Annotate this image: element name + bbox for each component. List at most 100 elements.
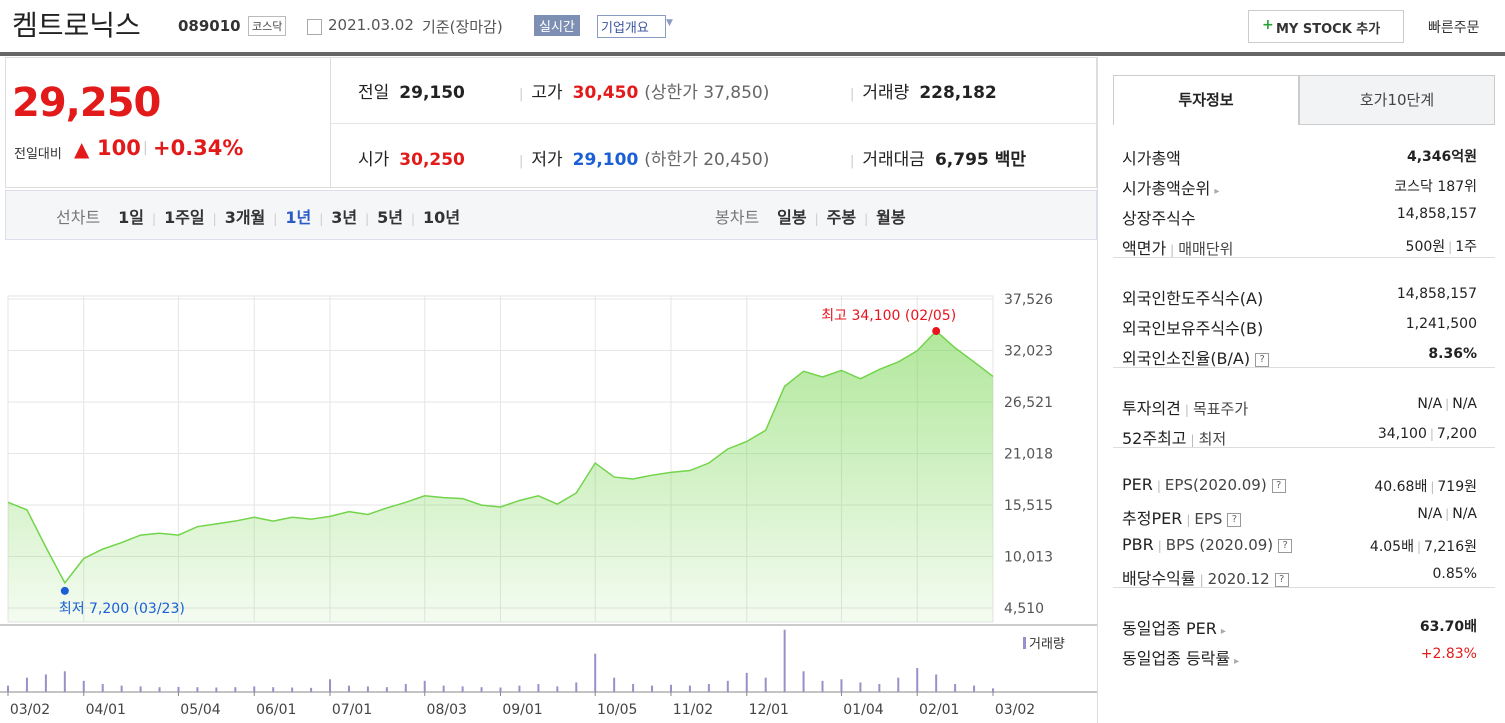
link-arrow: ▸ bbox=[1220, 626, 1226, 637]
group-divider bbox=[1113, 587, 1495, 588]
volume-bar bbox=[688, 685, 691, 692]
header-rule bbox=[0, 52, 1505, 56]
mystock-button[interactable] bbox=[1248, 10, 1404, 43]
volume-bar bbox=[177, 686, 180, 692]
info-label: 액면가 | 매매단위 bbox=[1122, 235, 1233, 259]
group-divider bbox=[1113, 257, 1495, 258]
help-icon[interactable]: ? bbox=[1274, 573, 1289, 587]
group-divider bbox=[1113, 367, 1495, 368]
value-part: 14,858,157 bbox=[1396, 286, 1477, 302]
nav-separator: | bbox=[365, 212, 370, 226]
volume-bar bbox=[783, 629, 786, 692]
low-marker bbox=[60, 586, 69, 595]
nav-tab[interactable]: 10년 bbox=[423, 208, 461, 227]
change: 100 bbox=[97, 136, 141, 160]
volume-bar bbox=[101, 684, 104, 692]
nav-tab[interactable]: 1년 bbox=[285, 208, 312, 227]
chart-nav bbox=[5, 190, 1097, 240]
label-separator: | bbox=[1170, 243, 1175, 257]
quote-item: | 거래대금 6,795 백만 bbox=[850, 145, 1027, 170]
volume-bar bbox=[442, 685, 445, 692]
nav-separator: | bbox=[319, 212, 324, 226]
volume-bar bbox=[7, 685, 9, 692]
realtime-badge[interactable]: 실시간 bbox=[534, 15, 580, 36]
help-icon[interactable]: ? bbox=[1271, 479, 1286, 493]
info-label: 동일업종 등락률 ▸ bbox=[1122, 645, 1239, 669]
label-separator: | bbox=[1157, 539, 1162, 553]
info-label: 시가총액 bbox=[1122, 145, 1181, 169]
info-label: 52주최고 | 최저 bbox=[1122, 425, 1226, 449]
calendar-icon bbox=[307, 19, 322, 35]
mystock-label: MY STOCK 추가 bbox=[1276, 22, 1381, 37]
quote-item: 시가 30,250 bbox=[358, 145, 465, 170]
nav-separator: | bbox=[152, 212, 157, 226]
volume-bar bbox=[916, 668, 919, 692]
info-value: 0.85% bbox=[1433, 566, 1477, 582]
help-icon[interactable]: ? bbox=[1255, 353, 1270, 367]
change-label: 전일대비 bbox=[14, 147, 62, 162]
quick-order[interactable]: 빠른주문 bbox=[1428, 20, 1480, 36]
nav-tab[interactable]: 일봉 bbox=[777, 208, 807, 227]
value-part: 63.70배 bbox=[1419, 619, 1477, 635]
item-extra: (상한가 37,850) bbox=[644, 83, 770, 103]
x-tick-label: 02/01 bbox=[919, 702, 959, 718]
volume-bar bbox=[840, 679, 843, 692]
nav-tab[interactable]: 3년 bbox=[331, 208, 358, 227]
help-icon[interactable]: ? bbox=[1278, 539, 1293, 553]
label-part: 최저 bbox=[1198, 430, 1227, 448]
info-label: 외국인한도주식수(A) bbox=[1122, 285, 1263, 309]
value-part: 34,100 bbox=[1377, 426, 1427, 442]
info-value: 14,858,157 bbox=[1397, 206, 1477, 222]
x-tick-label: 10/05 bbox=[597, 702, 637, 718]
volume-bar bbox=[120, 685, 123, 692]
help-icon[interactable]: ? bbox=[1227, 513, 1242, 527]
nav-tab[interactable]: 1일 bbox=[118, 208, 145, 227]
nav-tab[interactable]: 1주일 bbox=[164, 208, 205, 227]
value-part: 14,858,157 bbox=[1396, 206, 1477, 222]
volume-bar bbox=[329, 679, 332, 692]
nav-separator: | bbox=[411, 212, 416, 226]
value-separator: | bbox=[1429, 427, 1434, 441]
link-arrow: ▸ bbox=[1214, 186, 1220, 197]
value-part: 7,200 bbox=[1436, 426, 1477, 442]
info-value: 34,100 | 7,200 bbox=[1378, 426, 1477, 442]
volume-bar bbox=[954, 684, 957, 692]
x-tick-label: 08/03 bbox=[427, 702, 467, 718]
volume-bar bbox=[613, 677, 616, 692]
nav-separator: | bbox=[864, 212, 869, 226]
y-tick-label: 10,013 bbox=[1004, 549, 1053, 565]
label-part: 동일업종 등락률 bbox=[1122, 649, 1231, 668]
volume-bar bbox=[878, 684, 881, 692]
volume-bar bbox=[594, 653, 597, 692]
nav-tab[interactable]: 주봉 bbox=[826, 208, 857, 227]
quote-item: 전일 29,150 bbox=[358, 78, 465, 103]
nav-separator: | bbox=[212, 212, 217, 226]
item-separator: | bbox=[850, 87, 855, 102]
volume-bar bbox=[764, 677, 767, 692]
volume-bar bbox=[215, 687, 218, 692]
volume-bar bbox=[82, 680, 85, 692]
y-tick-label: 4,510 bbox=[1004, 601, 1044, 617]
volume-bar bbox=[385, 687, 388, 692]
volume-bar bbox=[935, 674, 938, 692]
item-extra: 백만 bbox=[994, 150, 1027, 170]
volume-bar bbox=[992, 688, 994, 692]
quote-divider bbox=[330, 57, 331, 188]
label-part: 시가총액순위 bbox=[1122, 179, 1211, 198]
company-button[interactable]: 기업개요 bbox=[597, 15, 666, 38]
stock-code: 089010 bbox=[178, 17, 241, 35]
nav-tab[interactable]: 5년 bbox=[377, 208, 403, 227]
label-separator: | bbox=[1156, 479, 1161, 493]
volume-bar bbox=[537, 684, 540, 692]
volume-bar bbox=[802, 671, 805, 692]
nav-tab[interactable]: 3개월 bbox=[224, 208, 266, 227]
nav-tab[interactable]: 월봉 bbox=[876, 208, 906, 227]
info-tab[interactable]: 투자정보 bbox=[1113, 75, 1299, 125]
item-value: 6,795 bbox=[934, 150, 989, 170]
item-label: 고가 bbox=[531, 83, 563, 103]
info-tab[interactable]: 호가10단계 bbox=[1299, 75, 1495, 125]
item-value: 29,150 bbox=[399, 83, 465, 103]
low-label: 최저 7,200 (03/23) bbox=[59, 601, 185, 617]
volume-bar bbox=[480, 687, 483, 692]
